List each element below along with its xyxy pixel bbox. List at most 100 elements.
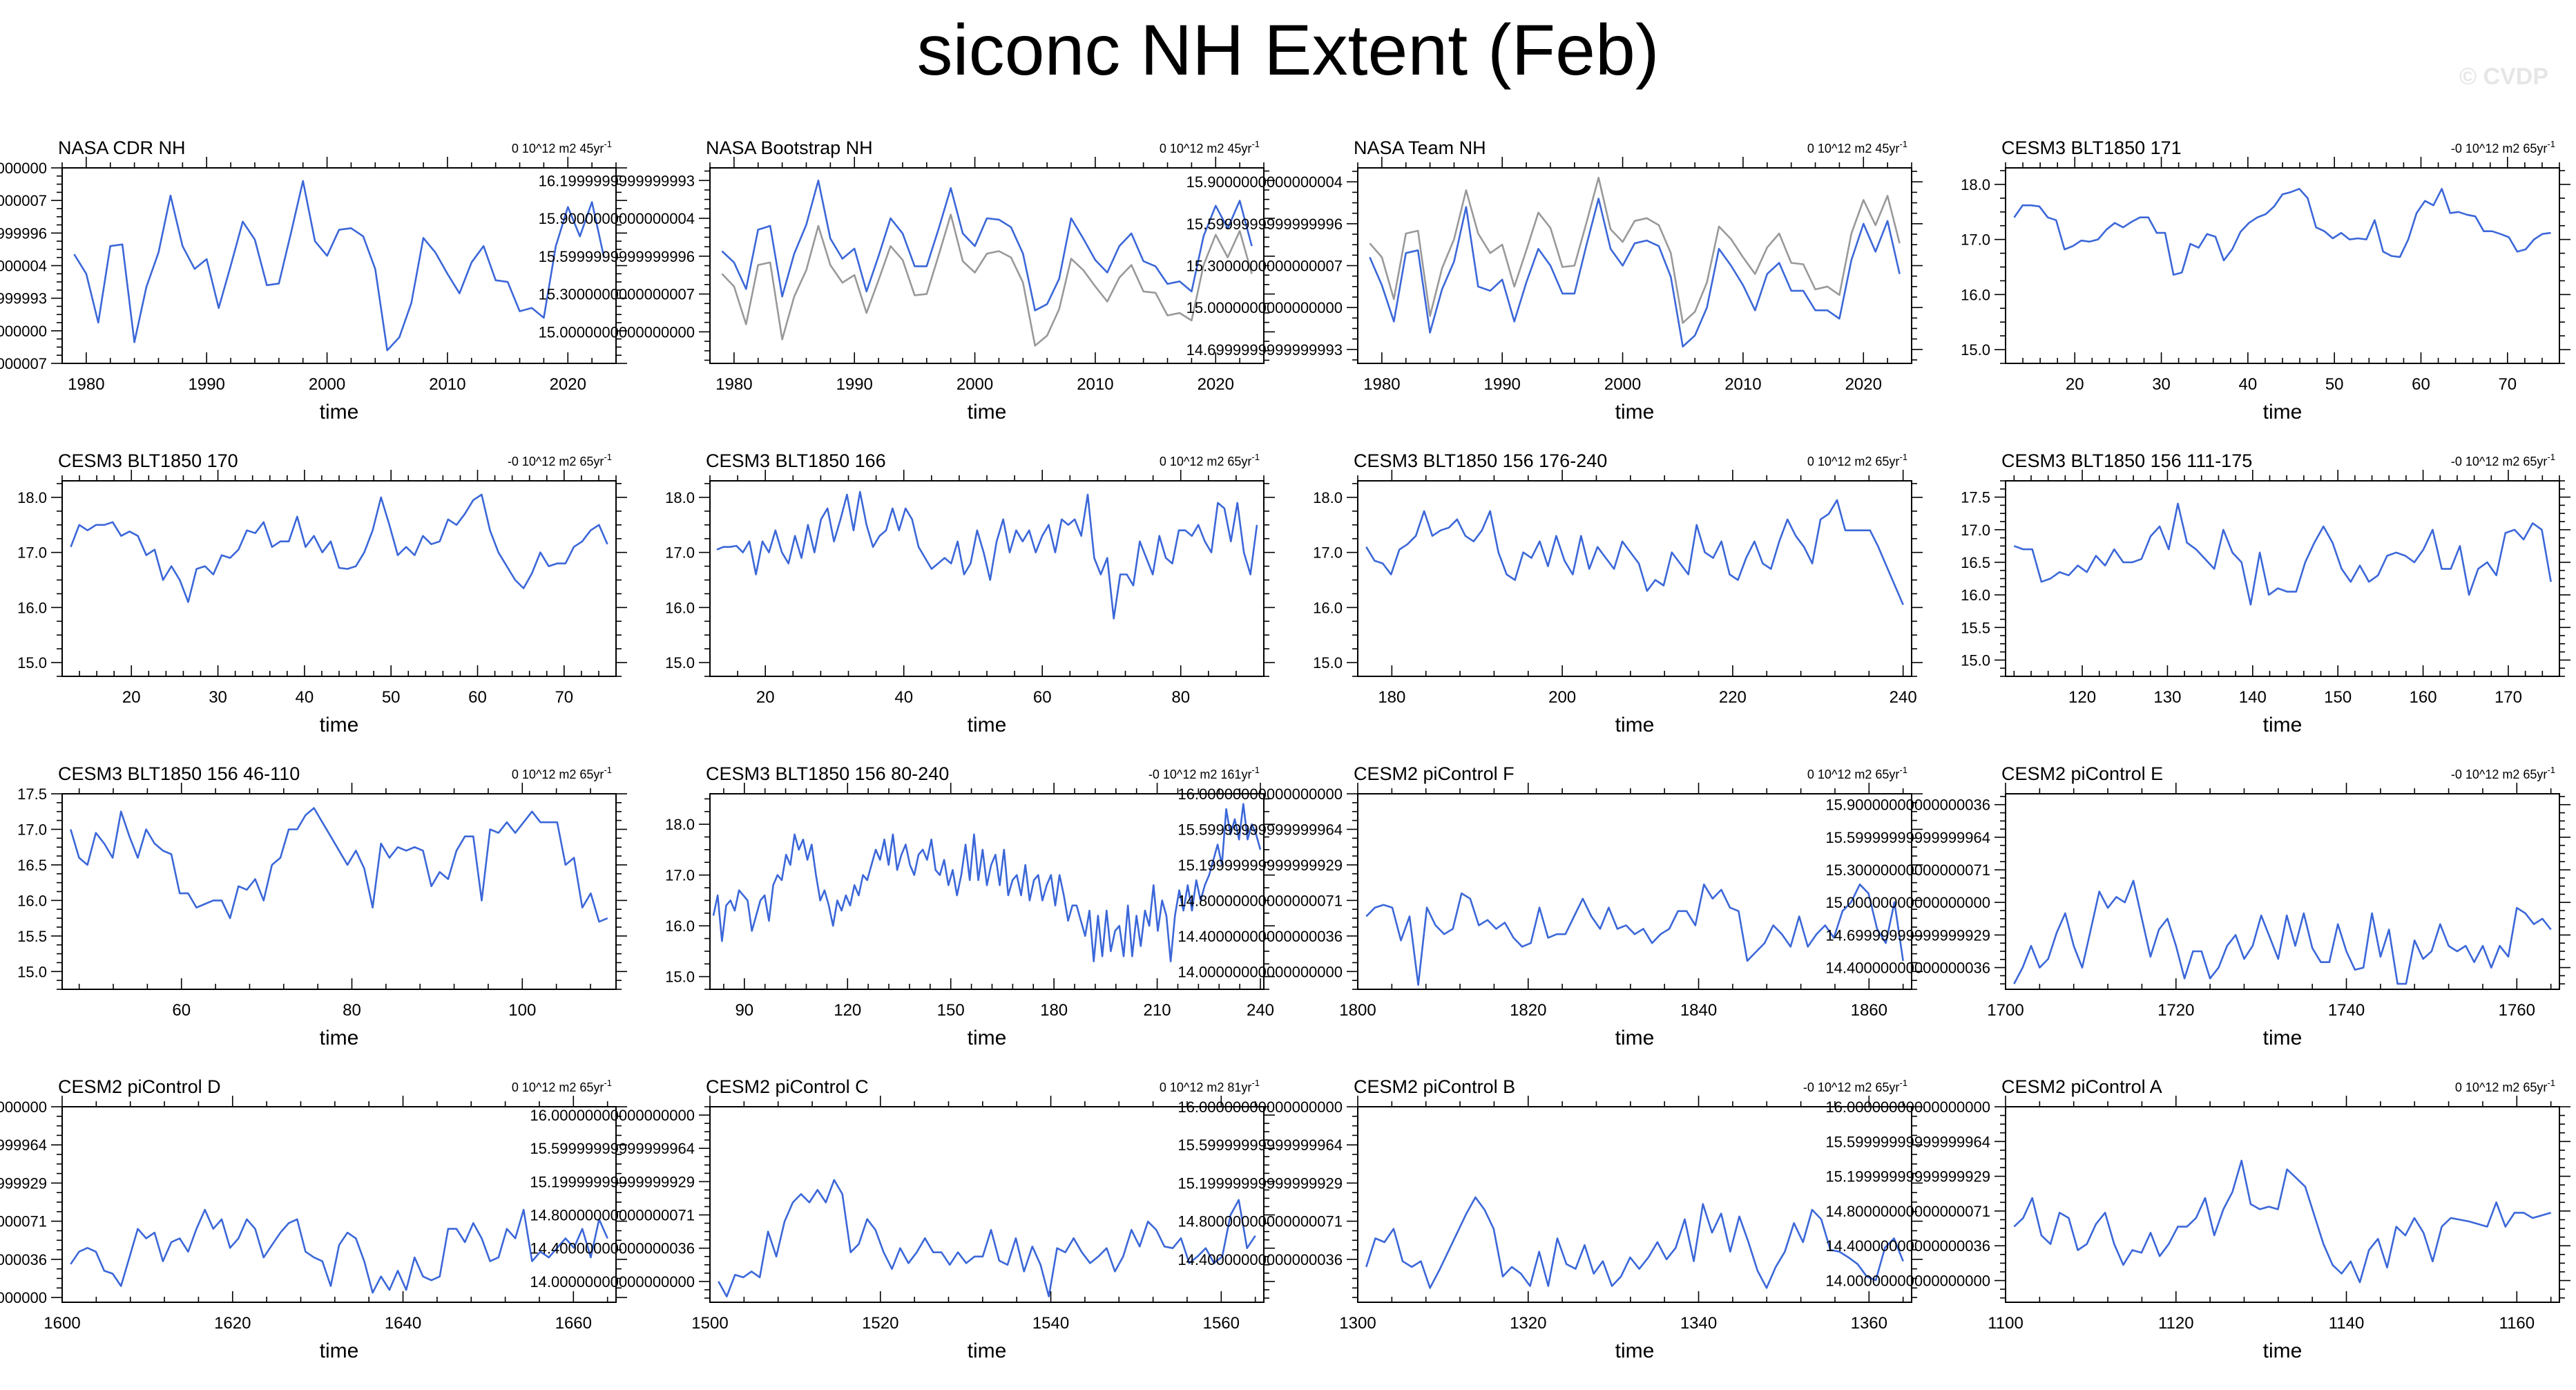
chart-panel: 120 130 140 150 160 170 15.0 15.5 16.0 16.5 17.0 17… bbox=[1961, 450, 2570, 736]
x-tick-label: 80 bbox=[343, 1001, 361, 1020]
series-line bbox=[716, 491, 1258, 620]
panel-title: CESM3 BLT1850 156 111-175 bbox=[2001, 450, 2252, 471]
y-tick-label: 16.0 bbox=[665, 599, 695, 616]
trend-label: -0 10^12 m2 65yr-1 bbox=[508, 452, 612, 468]
x-tick-label: 1140 bbox=[2329, 1314, 2365, 1333]
panel-title: NASA CDR NH bbox=[58, 137, 186, 158]
y-tick-label: 14.80000000000000071 bbox=[1178, 892, 1343, 909]
x-tick-label: 1560 bbox=[1203, 1314, 1240, 1333]
y-tick-label: 17.5 bbox=[17, 786, 47, 803]
panel-title: CESM3 BLT1850 156 176-240 bbox=[1354, 450, 1607, 471]
x-tick-label: 1700 bbox=[1987, 1001, 2024, 1020]
trend-label: 0 10^12 m2 45yr-1 bbox=[512, 139, 612, 155]
plot-frame bbox=[2005, 480, 2560, 677]
plot-frame bbox=[1357, 1106, 1912, 1303]
x-tick-label: 1740 bbox=[2328, 1001, 2365, 1020]
x-axis-label: time bbox=[1615, 1340, 1655, 1362]
x-tick-label: 1300 bbox=[1339, 1314, 1376, 1333]
y-tick-label: 14.6999999999999993 bbox=[1186, 341, 1343, 359]
series-line bbox=[70, 493, 608, 603]
x-axis-label: time bbox=[968, 1027, 1007, 1049]
y-tick-label: 15.30000000000000071 bbox=[1825, 861, 1990, 879]
x-axis-label: time bbox=[320, 1340, 359, 1362]
x-tick-label: 1540 bbox=[1032, 1314, 1069, 1333]
y-tick-label: 15.00000000000000000 bbox=[1825, 894, 1990, 911]
y-tick-label: 15.59999999999999964 bbox=[1825, 1133, 1990, 1150]
series-line bbox=[721, 213, 1253, 347]
y-tick-label: 14.80000000000000071 bbox=[1178, 1213, 1343, 1230]
x-tick-label: 1980 bbox=[1363, 375, 1400, 394]
x-tick-label: 160 bbox=[2410, 688, 2437, 707]
x-axis-label: time bbox=[1615, 401, 1655, 423]
x-tick-label: 40 bbox=[296, 688, 314, 707]
panel-title: NASA Team NH bbox=[1354, 137, 1486, 158]
x-tick-label: 220 bbox=[1719, 688, 1747, 707]
x-tick-label: 2020 bbox=[550, 375, 586, 394]
y-tick-label: 16.0 bbox=[1961, 286, 1990, 303]
plot-frame bbox=[61, 167, 617, 364]
x-tick-label: 1760 bbox=[2499, 1001, 2535, 1020]
trend-label: 0 10^12 m2 65yr-1 bbox=[1160, 452, 1260, 468]
y-tick-label: 18.0 bbox=[665, 489, 695, 506]
x-tick-label: 1800 bbox=[1339, 1001, 1376, 1020]
x-axis-label: time bbox=[320, 714, 359, 736]
y-tick-label: 15.5 bbox=[1961, 619, 1990, 636]
y-tick-label: 14.00000000000000000 bbox=[1825, 1273, 1990, 1290]
y-tick-label: 16.00000000000000000 bbox=[1178, 1098, 1343, 1116]
plot-frame bbox=[61, 793, 617, 990]
chart-panel: 1600 1620 1640 1660 14.00000000000000000 14.4… bbox=[0, 1076, 627, 1362]
y-tick-label: 16.0 bbox=[1313, 599, 1343, 616]
x-tick-label: 1990 bbox=[1484, 375, 1521, 394]
x-axis-label: time bbox=[2263, 1027, 2303, 1049]
y-tick-label: 15.0000000000000000 bbox=[1186, 299, 1343, 316]
y-tick-label: 14.69999999999999929 bbox=[1825, 926, 1990, 944]
x-tick-label: 2010 bbox=[429, 375, 465, 394]
panel-title: CESM3 BLT1850 171 bbox=[2001, 137, 2182, 158]
x-tick-label: 20 bbox=[2066, 375, 2084, 394]
y-tick-label: 15.0 bbox=[1961, 341, 1990, 359]
y-tick-label: 15.19999999999999929 bbox=[1178, 1174, 1343, 1192]
series-line bbox=[2013, 1159, 2552, 1284]
chart-panel: 20 30 40 50 60 70 15.0 16.0 17.0 18.0 CESM3 BLT185… bbox=[1961, 137, 2570, 423]
y-tick-label: 17.0 bbox=[17, 544, 47, 562]
series-line bbox=[2013, 502, 2552, 606]
x-tick-label: 80 bbox=[1171, 688, 1190, 707]
x-tick-label: 1520 bbox=[862, 1314, 898, 1333]
y-tick-label: 15.3000000000000007 bbox=[539, 286, 695, 303]
y-tick-label: 17.0 bbox=[17, 821, 47, 838]
trend-label: 0 10^12 m2 45yr-1 bbox=[1807, 139, 1907, 155]
x-tick-label: 20 bbox=[756, 688, 775, 707]
x-tick-label: 170 bbox=[2495, 688, 2522, 707]
x-axis-label: time bbox=[968, 1340, 1007, 1362]
x-tick-label: 1120 bbox=[2158, 1314, 2194, 1333]
trend-label: -0 10^12 m2 65yr-1 bbox=[1803, 1078, 1907, 1094]
y-tick-label: 14.40000000000000036 bbox=[0, 1251, 47, 1268]
y-tick-label: 15.0 bbox=[1961, 651, 1990, 669]
x-tick-label: 1980 bbox=[68, 375, 104, 394]
y-tick-label: 15.5999999999999996 bbox=[0, 225, 47, 242]
series-line bbox=[73, 180, 605, 352]
y-tick-label: 14.00000000000000000 bbox=[0, 1289, 47, 1306]
plot-frame bbox=[2005, 793, 2560, 990]
y-tick-label: 17.0 bbox=[1313, 544, 1343, 562]
y-tick-label: 15.0 bbox=[1313, 654, 1343, 672]
y-tick-label: 16.1999999999999993 bbox=[539, 172, 695, 189]
chart-panel: 20 40 60 80 15.0 16.0 17.0 18.0 CESM3 BLT1850 16… bbox=[665, 450, 1275, 736]
x-tick-label: 1340 bbox=[1680, 1314, 1717, 1333]
x-tick-label: 140 bbox=[2239, 688, 2267, 707]
x-tick-label: 1500 bbox=[691, 1314, 728, 1333]
x-tick-label: 1990 bbox=[836, 375, 873, 394]
trend-label: -0 10^12 m2 65yr-1 bbox=[2451, 452, 2555, 468]
x-tick-label: 120 bbox=[834, 1001, 861, 1020]
series-line bbox=[1369, 198, 1901, 348]
x-tick-label: 30 bbox=[2152, 375, 2171, 394]
trend-label: -0 10^12 m2 65yr-1 bbox=[2451, 139, 2555, 155]
x-tick-label: 130 bbox=[2153, 688, 2181, 707]
x-tick-label: 1980 bbox=[715, 375, 752, 394]
x-tick-label: 150 bbox=[937, 1001, 965, 1020]
x-axis-label: time bbox=[320, 1027, 359, 1049]
y-tick-label: 16.00000000000000000 bbox=[530, 1107, 695, 1124]
x-tick-label: 150 bbox=[2324, 688, 2352, 707]
y-tick-label: 16.5 bbox=[17, 857, 47, 874]
y-tick-label: 14.8000000000000007 bbox=[0, 355, 47, 372]
